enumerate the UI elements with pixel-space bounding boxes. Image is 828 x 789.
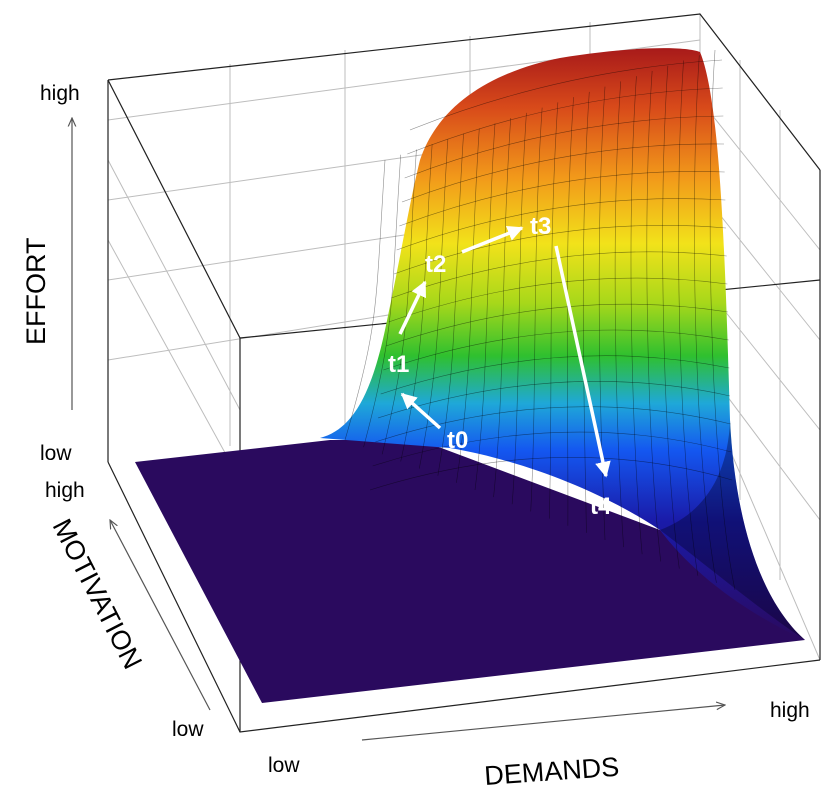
surface-mesh-line (437, 133, 464, 476)
demands-axis: DEMANDS low high (268, 699, 810, 789)
surface-mesh-line (396, 198, 726, 251)
surface-mesh-line (530, 107, 543, 512)
point-label-t1: t1 (388, 351, 409, 378)
point-label-t4: t4 (590, 493, 612, 520)
surface-mesh-line (363, 154, 402, 448)
surface-mesh-line (709, 49, 736, 591)
arrow-t0-t1 (400, 392, 442, 430)
effort-surface (135, 48, 805, 703)
surface-mesh-line (614, 81, 624, 548)
grid-line (699, 99, 821, 521)
arrow-t2-t3 (461, 225, 524, 254)
box-edge (107, 13, 821, 171)
surface-mesh-line (388, 277, 728, 323)
surface-mesh-line (380, 355, 730, 395)
surface-mesh-line (582, 91, 590, 533)
demands-axis-arrow (361, 705, 725, 741)
back-wall-grid (107, 12, 821, 661)
surface-mesh-line (474, 123, 496, 491)
surface-mesh-line (344, 159, 386, 441)
surface-mesh-line (418, 139, 449, 469)
arrow-t3-t4 (554, 245, 611, 478)
surface-mesh-line (385, 303, 729, 347)
motivation-low-label: low (172, 718, 204, 741)
surface-mesh-line (694, 55, 717, 583)
effort-low-label: low (40, 442, 72, 465)
surface-mesh-line (401, 143, 725, 203)
surface-mesh-line (399, 171, 725, 227)
motivation-high-label: high (45, 479, 85, 502)
surface-mesh-line (630, 76, 643, 555)
surface-floor (135, 440, 805, 703)
surface-mesh-line (566, 97, 574, 526)
surface-mesh-line (493, 118, 512, 498)
point-label-t3: t3 (530, 213, 551, 240)
grid-line (107, 39, 701, 361)
motivation-axis-label: MOTIVATION (47, 514, 148, 674)
effort-axis: EFFORT high low (21, 82, 80, 465)
surface-mesh-line (646, 70, 662, 562)
surface-mesh-line (511, 112, 527, 505)
surface-mesh-line (598, 86, 606, 541)
surface-shade (660, 420, 805, 640)
box-edge (107, 461, 821, 733)
effort-high-label: high (40, 82, 80, 105)
grid-line (107, 79, 241, 481)
demands-axis-label: DEMANDS (483, 752, 620, 789)
surface-mesh-line (409, 59, 723, 131)
surface-mesh-line (372, 431, 732, 467)
surface-mesh-line (393, 225, 727, 275)
point-label-t0: t0 (447, 427, 468, 454)
motivation-axis-arrow (110, 520, 211, 711)
surface-mesh-line (678, 60, 699, 576)
surface-mesh-line (400, 144, 433, 462)
surface-mesh-line (383, 329, 729, 371)
surface-mesh-line (407, 87, 723, 155)
surface-mesh-line (381, 149, 417, 455)
surface-mesh-line (369, 456, 733, 491)
point-label-t2: t2 (425, 251, 446, 278)
trajectory-arrows: t0 t1 t2 t3 t4 (388, 213, 612, 520)
surface-mesh-line (548, 102, 559, 519)
surface-mesh-line (375, 406, 731, 443)
surface-mesh (344, 49, 736, 591)
surface-mesh-line (404, 115, 724, 179)
demands-low-label: low (268, 754, 300, 777)
surface-mesh-line (377, 380, 731, 419)
grid-line (739, 60, 781, 580)
surface-mesh-line (456, 128, 480, 483)
surface-ramp (320, 48, 805, 640)
arrow-t1-t2 (398, 280, 427, 335)
grid-line (229, 22, 591, 446)
demands-high-label: high (770, 699, 810, 722)
effort-axis-label: EFFORT (21, 238, 51, 346)
surface-mesh-line (662, 65, 680, 569)
